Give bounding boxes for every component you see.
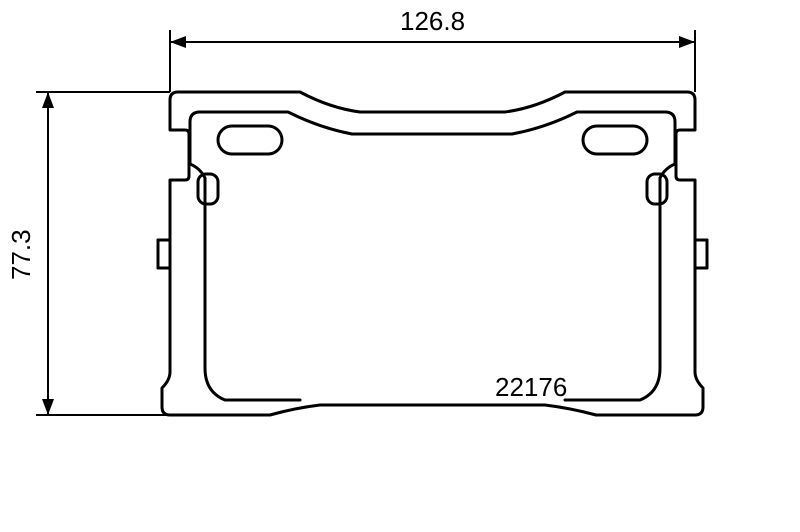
drawing-svg: [0, 0, 800, 532]
dimension-height-label: 77.3: [6, 229, 37, 280]
dimension-lines: [36, 30, 695, 415]
dimension-width-label: 126.8: [400, 6, 465, 37]
drawing-canvas: 126.8 77.3 22176: [0, 0, 800, 532]
part-number-label: 22176: [495, 372, 567, 403]
part-outline: [158, 92, 707, 415]
